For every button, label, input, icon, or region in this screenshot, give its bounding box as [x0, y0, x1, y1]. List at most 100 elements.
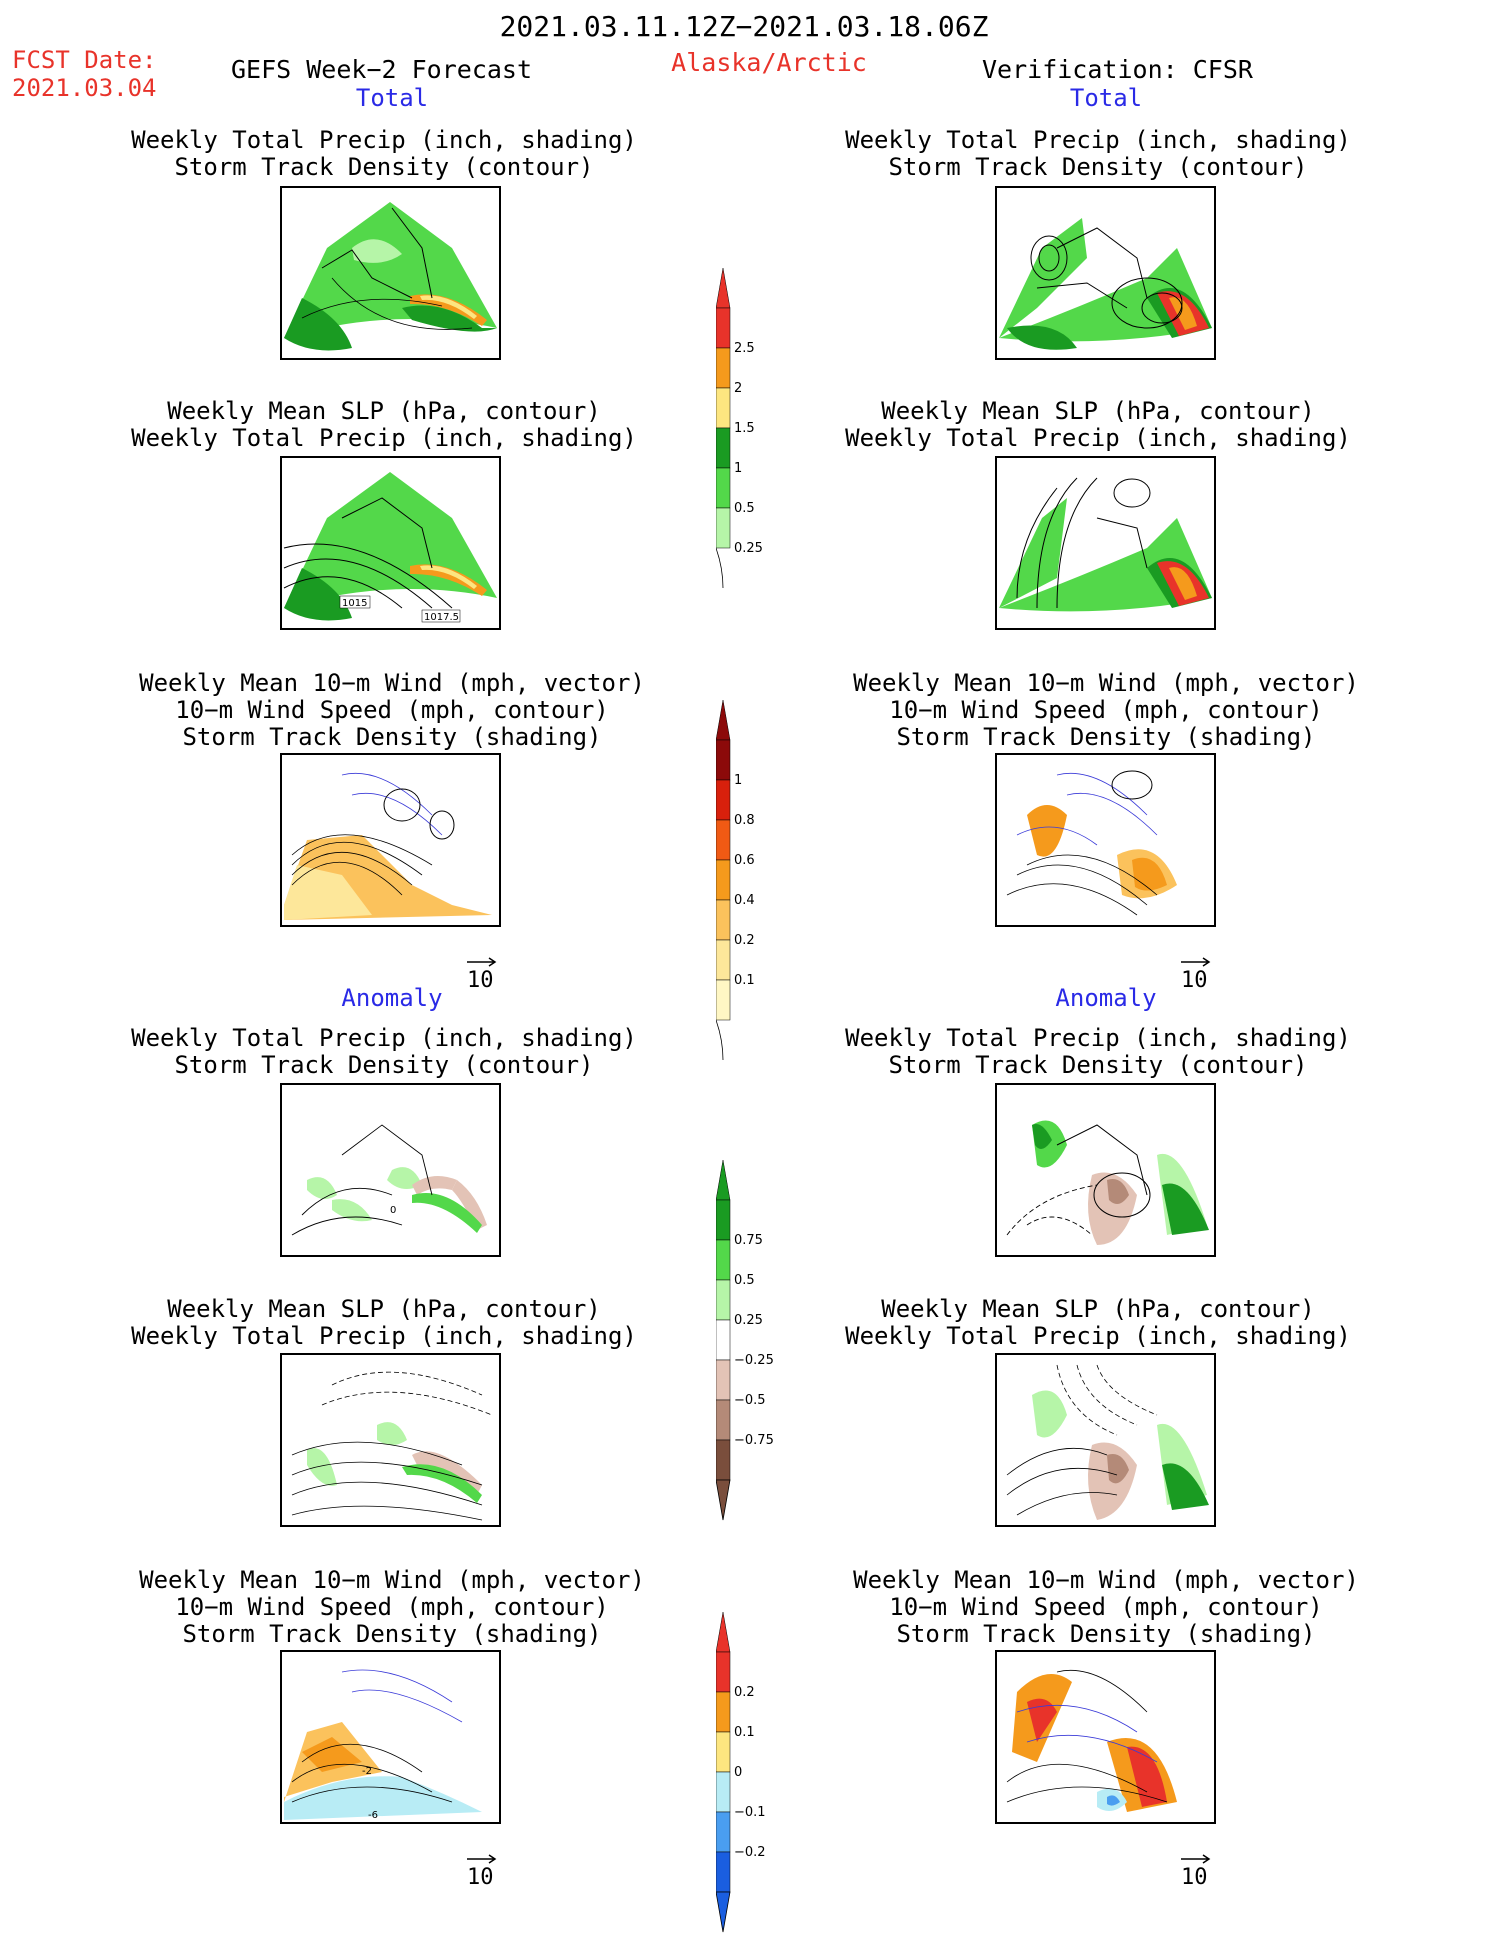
colorbar-top-tip	[715, 699, 731, 741]
colorbar-swatch	[715, 859, 731, 901]
colorbar-tick-label: 2	[734, 381, 742, 396]
colorbar-swatch	[715, 307, 731, 349]
colorbar-swatch	[715, 1851, 731, 1893]
colorbar-tick-label: 0.8	[734, 813, 755, 828]
colorbar-tick-label: −0.1	[734, 1805, 766, 1820]
colorbar-tick-label: −0.2	[734, 1845, 766, 1860]
colorbar-swatch	[715, 1771, 731, 1813]
colorbar-tick-label: 0.1	[734, 1725, 755, 1740]
colorbar-tick-label: 0.25	[734, 541, 763, 556]
colorbar-tick-label: 1	[734, 773, 742, 788]
vector-ref-label: 10	[1181, 1865, 1208, 1890]
colorbar-tick-label: −0.25	[734, 1353, 774, 1368]
colorbar-tick-label: 0.5	[734, 501, 755, 516]
region-title: Alaska/Arctic	[671, 48, 867, 77]
vector-ref-arrow-icon	[467, 1854, 497, 1864]
vector-ref-label: 10	[467, 1865, 494, 1890]
vector-ref-arrow-icon	[1181, 1854, 1211, 1864]
colorbar-swatch	[715, 939, 731, 981]
colorbar-graphic: 2.5 2 1.5 1 0.5 0.25	[715, 267, 763, 589]
map-wind-anom-cfsr	[995, 1650, 1216, 1824]
colorbar-swatch	[715, 1239, 731, 1281]
colorbar-tick-label: 0.1	[734, 973, 755, 988]
colorbar-tick-label: 1	[734, 461, 742, 476]
colorbar-swatch	[715, 819, 731, 861]
section-anomaly-left: Anomaly	[341, 984, 443, 1012]
colorbar-precip-anom: 0.75 0.5 0.25 −0.25 −0.5 −0.75	[715, 1159, 776, 1528]
map-slp-total-gefs: 1015 1017.5	[280, 456, 501, 630]
colorbar-tick-label: 0.5	[734, 1273, 755, 1288]
colorbar-swatch	[715, 779, 731, 821]
colorbar-tick-label: 2.5	[734, 341, 755, 356]
vector-ref-label: 10	[467, 968, 494, 993]
colorbar-tick-label: 0.2	[734, 933, 755, 948]
verification-title: Verification: CFSR	[982, 55, 1253, 84]
colorbar-swatch	[715, 1399, 731, 1441]
colorbar-swatch	[715, 427, 731, 469]
contour-label-neg2: -2	[362, 1766, 372, 1777]
forecast-title: GEFS Week−2 Forecast	[231, 55, 533, 84]
section-anomaly-right: Anomaly	[1055, 984, 1157, 1012]
colorbar-swatch	[715, 507, 731, 549]
contour-label-1017: 1017.5	[424, 612, 459, 623]
colorbar-swatch	[715, 1319, 731, 1361]
colorbar-bottom-tip	[715, 547, 724, 589]
colorbar-swatch	[715, 899, 731, 941]
title-precip-track-total-left: Weekly Total Precip (inch, shading) Storm…	[131, 126, 637, 181]
map-slp-total-cfsr	[995, 456, 1216, 630]
colorbar-precip-total: 2.5 2 1.5 1 0.5 0.25	[715, 267, 776, 596]
colorbar-tick-label: 0	[734, 1765, 742, 1780]
colorbar-tick-label: 0.4	[734, 893, 755, 908]
contour-label-zero: 0	[390, 1205, 396, 1216]
contour-label-neg6: -6	[368, 1810, 378, 1821]
period-title: 2021.03.11.12Z−2021.03.18.06Z	[499, 10, 989, 43]
map-slp-anom-gefs	[280, 1353, 501, 1527]
title-precip-track-anom-left: Weekly Total Precip (inch, shading) Storm…	[131, 1024, 637, 1079]
colorbar-swatch	[715, 467, 731, 509]
colorbar-graphic: 0.2 0.1 0 −0.1 −0.2	[715, 1611, 766, 1933]
colorbar-swatch	[715, 347, 731, 389]
colorbar-top-tip	[715, 1159, 731, 1201]
colorbar-tick-label: 0.75	[734, 1233, 763, 1248]
colorbar-top-tip	[715, 1611, 731, 1653]
colorbar-tick-label: 1.5	[734, 421, 755, 436]
colorbar-track-total: 1 0.8 0.6 0.4 0.2 0.1	[715, 699, 776, 1068]
colorbar-swatch	[715, 1811, 731, 1853]
colorbar-tick-label: −0.5	[734, 1393, 766, 1408]
colorbar-tick-label: 0.6	[734, 853, 755, 868]
colorbar-tick-label: −0.75	[734, 1433, 774, 1448]
title-slp-precip-total-right: Weekly Mean SLP (hPa, contour) Weekly Tot…	[845, 397, 1351, 452]
map-precip-anom-cfsr	[995, 1083, 1216, 1257]
map-precip-total-cfsr	[995, 186, 1216, 360]
colorbar-swatch	[715, 387, 731, 429]
title-wind-track-anom-right: Weekly Mean 10−m Wind (mph, vector) 10−m …	[853, 1566, 1359, 1648]
colorbar-swatch	[715, 739, 731, 781]
title-wind-track-anom-left: Weekly Mean 10−m Wind (mph, vector) 10−m …	[139, 1566, 645, 1648]
colorbar-swatch	[715, 1279, 731, 1321]
colorbar-tick-label: 0.25	[734, 1313, 763, 1328]
title-slp-precip-anom-right: Weekly Mean SLP (hPa, contour) Weekly Tot…	[845, 1295, 1351, 1350]
colorbar-tick-label: 0.2	[734, 1685, 755, 1700]
colorbar-graphic: 1 0.8 0.6 0.4 0.2 0.1	[715, 699, 755, 1061]
map-slp-anom-cfsr	[995, 1353, 1216, 1527]
colorbar-top-tip	[715, 267, 731, 309]
map-wind-anom-gefs: -2 -6	[280, 1650, 501, 1824]
title-precip-track-total-right: Weekly Total Precip (inch, shading) Storm…	[845, 126, 1351, 181]
title-wind-track-total-right: Weekly Mean 10−m Wind (mph, vector) 10−m …	[853, 669, 1359, 751]
fcst-date-label: FCST Date:	[12, 46, 157, 74]
map-wind-total-cfsr	[995, 753, 1216, 927]
title-precip-track-anom-right: Weekly Total Precip (inch, shading) Storm…	[845, 1024, 1351, 1079]
map-precip-total-gefs	[280, 186, 501, 360]
colorbar-graphic: 0.75 0.5 0.25 −0.25 −0.5 −0.75	[715, 1159, 774, 1521]
contour-label-1015: 1015	[342, 598, 367, 609]
colorbar-track-anom: 0.2 0.1 0 −0.1 −0.2	[715, 1611, 776, 1940]
colorbar-swatch	[715, 1199, 731, 1241]
colorbar-swatch	[715, 1731, 731, 1773]
fcst-date-value: 2021.03.04	[12, 74, 157, 102]
title-slp-precip-total-left: Weekly Mean SLP (hPa, contour) Weekly Tot…	[131, 397, 637, 452]
vector-ref-arrow-icon	[1181, 957, 1211, 967]
colorbar-swatch	[715, 1439, 731, 1481]
section-total-left: Total	[355, 84, 429, 112]
map-precip-anom-gefs: 0	[280, 1083, 501, 1257]
colorbar-bottom-tip	[715, 1019, 724, 1061]
